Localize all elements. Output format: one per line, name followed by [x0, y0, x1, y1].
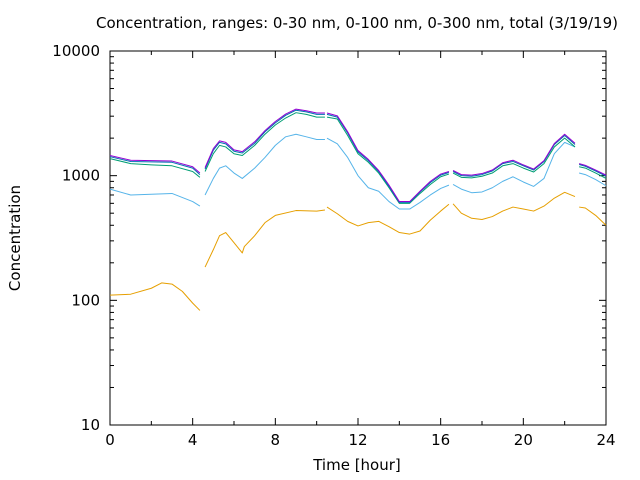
series-line-4 — [109, 108, 607, 203]
x-tick-label: 12 — [348, 431, 367, 449]
chart-title: Concentration, ranges: 0-30 nm, 0-100 nm… — [96, 14, 618, 32]
y-tick-label: 100 — [71, 291, 100, 309]
series-line-3 — [109, 109, 607, 203]
y-tick-label: 10000 — [52, 42, 100, 60]
x-tick-label: 24 — [596, 431, 615, 449]
series-line-0 — [109, 191, 607, 311]
y-tick-label: 1000 — [62, 167, 100, 185]
x-tick-label: 16 — [431, 431, 450, 449]
y-tick-label: 10 — [81, 416, 100, 434]
x-tick-label: 8 — [271, 431, 281, 449]
x-tick-label: 4 — [188, 431, 198, 449]
series-line-1 — [109, 133, 607, 210]
axis-ticks: 0 4 8 12 16 20 24 10 100 1000 10000 — [52, 42, 615, 449]
x-tick-label: 0 — [105, 431, 115, 449]
x-axis-label: Time [hour] — [312, 456, 401, 474]
x-tick-label: 20 — [514, 431, 533, 449]
y-axis-label: Concentration — [6, 185, 24, 291]
series-line-2 — [109, 112, 607, 204]
plot-frame — [109, 50, 607, 426]
data-series — [109, 108, 607, 311]
